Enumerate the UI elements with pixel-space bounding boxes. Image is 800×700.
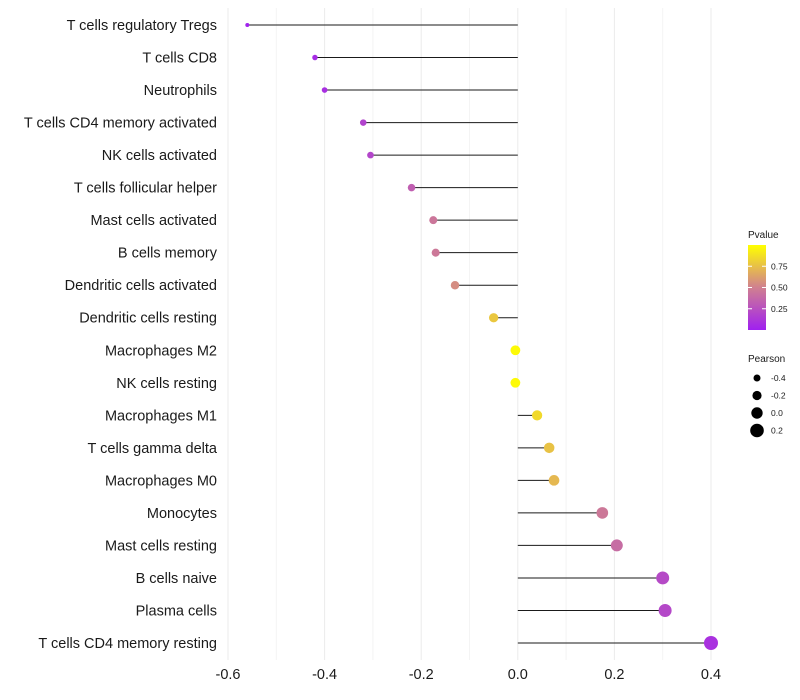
size-legend-label: -0.4 (771, 373, 786, 383)
x-tick-label: -0.6 (216, 667, 241, 683)
lollipop-dot (407, 183, 416, 192)
category-label: Dendritic cells resting (79, 311, 217, 327)
category-label: T cells CD4 memory activated (24, 116, 217, 132)
pvalue-colorbar (748, 245, 766, 330)
category-label: Neutrophils (144, 83, 217, 99)
lollipop-dot (245, 23, 250, 27)
category-label: T cells regulatory Tregs (67, 18, 217, 34)
lollipop-dot (656, 571, 670, 585)
lollipop-dots (245, 23, 718, 650)
category-label: Plasma cells (136, 603, 217, 619)
lollipop-stems (247, 24, 711, 644)
category-label: T cells gamma delta (88, 441, 218, 457)
category-label: T cells follicular helper (74, 181, 217, 197)
pearson-legend-title: Pearson (748, 354, 785, 365)
category-label: Mast cells resting (105, 538, 217, 554)
x-tick-label: -0.2 (409, 667, 434, 683)
lollipop-dot (531, 410, 543, 421)
x-tick-label: -0.4 (312, 667, 337, 683)
pvalue-legend-title: Pvalue (748, 230, 779, 241)
category-label: Dendritic cells activated (65, 278, 217, 294)
lollipop-dot (312, 54, 318, 61)
lollipop-dot (429, 216, 438, 225)
lollipop-dot (658, 603, 672, 617)
colorbar-label: 0.50 (771, 283, 788, 293)
size-legend-label: 0.0 (771, 408, 783, 418)
size-legend-dot (752, 390, 762, 401)
lollipop-dot (367, 151, 374, 159)
size-legend-dot (751, 407, 763, 419)
category-label: T cells CD4 memory resting (38, 636, 217, 652)
grid-layer (227, 8, 712, 660)
lollipop-dot (450, 280, 460, 290)
size-legend-dot (753, 374, 761, 382)
x-axis-ticks: -0.6 -0.4 -0.2 0.0 0.2 0.4 (216, 667, 722, 683)
pvalue-legend: Pvalue 0.25 0.50 0.75 (748, 230, 788, 330)
category-label: Macrophages M2 (105, 343, 217, 359)
x-tick-label: 0.0 (508, 667, 528, 683)
lollipop-dot (548, 475, 560, 486)
lollipop-dot (431, 248, 440, 257)
category-labels: T cells regulatory Tregs T cells CD8 Neutr… (24, 18, 218, 652)
colorbar-label: 0.75 (771, 261, 788, 271)
colorbar-label: 0.25 (771, 304, 788, 314)
size-legend-label: -0.2 (771, 391, 786, 401)
category-label: B cells memory (118, 246, 218, 262)
lollipop-dot (596, 507, 609, 519)
lollipop-dot (610, 539, 623, 552)
pearson-legend: Pearson -0.4 -0.2 0.0 0.2 (748, 354, 786, 438)
lollipop-dot (359, 119, 367, 126)
lollipop-dot (704, 636, 718, 650)
size-legend-dot (750, 423, 764, 438)
category-label: NK cells activated (102, 148, 217, 164)
category-label: Monocytes (147, 506, 217, 522)
size-legend-label: 0.2 (771, 426, 783, 436)
x-tick-label: 0.4 (701, 667, 721, 683)
lollipop-dot (510, 377, 521, 388)
lollipop-dot (543, 442, 555, 454)
lollipop-dot (488, 313, 499, 323)
x-tick-label: 0.2 (604, 667, 624, 683)
category-label: Macrophages M1 (105, 408, 217, 424)
category-label: Mast cells activated (90, 213, 217, 229)
category-label: NK cells resting (116, 376, 217, 392)
category-label: B cells naive (136, 571, 217, 587)
category-label: Macrophages M0 (105, 473, 217, 489)
lollipop-dot (321, 87, 328, 93)
category-label: T cells CD8 (142, 51, 217, 67)
lollipop-dot (510, 345, 521, 356)
